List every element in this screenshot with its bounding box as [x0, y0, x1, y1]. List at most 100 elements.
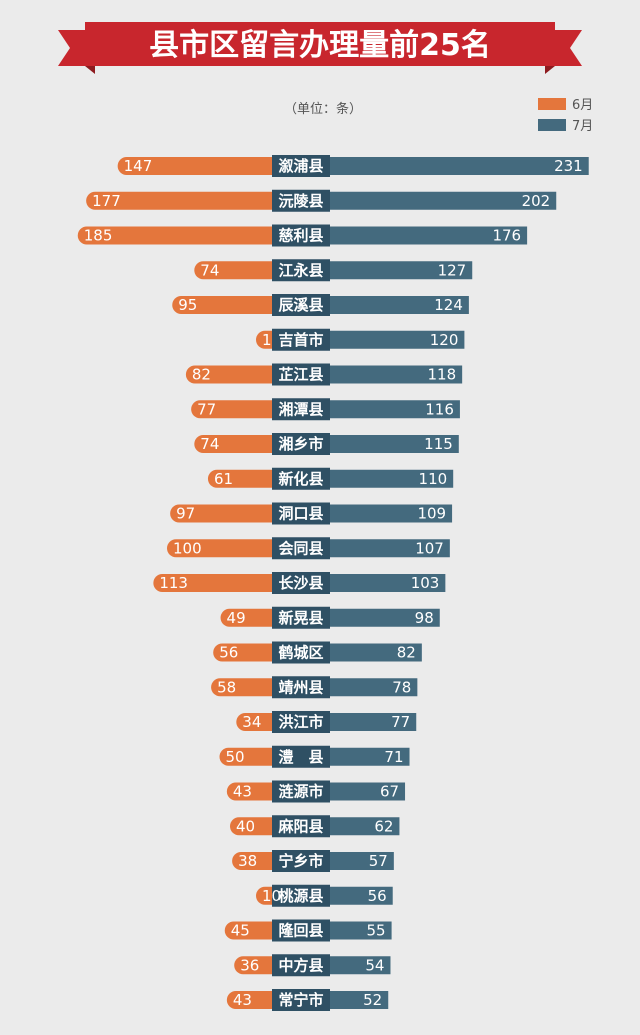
bar-june-24 [226, 991, 282, 1009]
category-label-box [272, 398, 330, 421]
category-label-box [272, 537, 330, 560]
category-label: 吉首市 [278, 331, 323, 349]
data-label-july: 107 [415, 539, 444, 557]
data-label-july: 98 [415, 609, 434, 627]
data-label-june: 49 [227, 609, 246, 627]
data-label-july: 116 [425, 400, 454, 418]
data-label-june: 97 [176, 505, 195, 523]
bar-july-8 [330, 435, 459, 453]
bar-july-12 [330, 574, 446, 592]
bar-july-20 [330, 852, 394, 870]
data-label-july: 118 [428, 366, 457, 384]
data-label-june: 74 [200, 435, 219, 453]
data-label-july: 54 [365, 956, 384, 974]
data-label-june: 34 [242, 713, 261, 731]
category-label: 辰溪县 [278, 296, 323, 314]
category-label: 新化县 [278, 470, 323, 488]
bar-june-3 [194, 261, 282, 280]
data-label-june: 177 [92, 192, 121, 210]
category-label: 洞口县 [278, 505, 323, 523]
bar-june-23 [234, 956, 282, 975]
data-label-july: 103 [411, 574, 440, 592]
bar-july-16 [330, 713, 417, 731]
category-label: 芷江县 [278, 366, 323, 384]
bar-june-17 [219, 747, 282, 766]
bar-july-2 [330, 226, 528, 245]
data-label-july: 55 [367, 922, 386, 940]
data-label-june: 40 [236, 817, 255, 835]
category-label-box [272, 155, 330, 177]
category-label-box [272, 919, 330, 942]
data-label-june: 61 [214, 470, 233, 488]
bar-june-6 [185, 365, 282, 384]
banner-left-fold [85, 66, 95, 74]
category-label: 鹤城区 [278, 644, 323, 662]
data-label-june: 113 [159, 574, 188, 592]
category-label-box [272, 989, 330, 1011]
category-label-box [272, 850, 330, 872]
bar-june-18 [226, 782, 282, 801]
legend-swatch-july [538, 119, 566, 131]
category-label: 长沙县 [278, 574, 323, 592]
category-label-box [272, 502, 330, 525]
bar-june-16 [236, 713, 282, 731]
category-label: 麻阳县 [277, 817, 323, 835]
bar-july-15 [330, 678, 418, 697]
category-label: 隆回县 [278, 922, 323, 940]
category-label: 会同县 [278, 539, 323, 557]
bar-july-0 [330, 157, 589, 175]
category-label: 新晃县 [278, 609, 323, 627]
category-label-box [272, 676, 330, 699]
data-label-june: 82 [192, 366, 211, 384]
data-label-july: 127 [438, 261, 467, 279]
category-label-box [272, 259, 330, 282]
bar-july-1 [330, 191, 557, 210]
title-banner: 县市区留言办理量前25名 [58, 22, 582, 74]
bar-july-14 [330, 643, 422, 662]
data-label-july: 67 [380, 783, 399, 801]
bar-july-11 [330, 539, 450, 558]
bar-july-10 [330, 504, 453, 523]
bar-june-13 [220, 608, 282, 627]
bar-july-24 [330, 991, 389, 1009]
data-label-july: 77 [391, 713, 410, 731]
bar-july-4 [330, 296, 469, 314]
data-label-june: 38 [238, 852, 257, 870]
data-label-july: 231 [554, 157, 583, 175]
category-label-box [272, 294, 330, 316]
legend: 6月 7月 [538, 98, 593, 134]
category-label-box [272, 884, 330, 907]
category-label-box [272, 780, 330, 803]
category-label: 慈利县 [278, 227, 323, 245]
data-label-july: 109 [417, 505, 446, 523]
bar-july-18 [330, 782, 406, 801]
data-label-june: 10 [262, 887, 281, 905]
category-label: 湘潭县 [278, 400, 323, 418]
data-label-july: 115 [424, 435, 453, 453]
category-label: 常宁市 [278, 991, 323, 1009]
legend-label-july: 7月 [572, 119, 593, 134]
bar-june-8 [194, 435, 282, 453]
data-label-july: 120 [430, 331, 459, 349]
category-label: 涟源市 [278, 783, 323, 801]
banner-right-fold [545, 66, 555, 74]
bar-july-7 [330, 400, 460, 419]
category-label: 桃源县 [278, 887, 323, 905]
bar-july-5 [330, 330, 465, 349]
data-label-june: 58 [217, 678, 236, 696]
bar-june-11 [167, 539, 282, 558]
category-label: 宁乡市 [278, 852, 323, 870]
bar-july-9 [330, 469, 454, 488]
category-label: 靖州县 [278, 678, 323, 696]
data-label-july: 110 [419, 470, 448, 488]
bar-july-13 [330, 608, 440, 627]
legend-swatch-june [538, 98, 566, 110]
data-label-june: 185 [84, 227, 113, 245]
category-label-box [272, 641, 330, 664]
data-label-june: 95 [178, 296, 197, 314]
bar-july-3 [330, 261, 473, 280]
category-label-box [272, 189, 330, 212]
category-label-box [272, 433, 330, 455]
data-label-june: 43 [233, 991, 252, 1009]
